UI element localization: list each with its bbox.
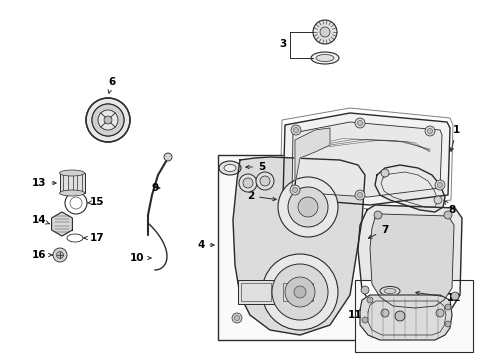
Text: 3: 3 (279, 39, 286, 49)
Circle shape (262, 254, 337, 330)
Bar (238, 280, 273, 304)
Polygon shape (52, 212, 72, 236)
Bar (280, 280, 315, 304)
Circle shape (278, 177, 337, 237)
Text: 15: 15 (87, 197, 104, 207)
Bar (218, 155, 379, 340)
Circle shape (104, 116, 112, 124)
Circle shape (293, 286, 305, 298)
Circle shape (443, 211, 451, 219)
Text: 7: 7 (367, 225, 387, 238)
Text: 17: 17 (84, 233, 104, 243)
Text: 10: 10 (130, 253, 151, 263)
Bar (283, 283, 312, 301)
Circle shape (450, 292, 458, 300)
Text: 9: 9 (152, 183, 160, 193)
Circle shape (243, 178, 252, 188)
Circle shape (361, 317, 367, 323)
Text: 13: 13 (32, 178, 56, 188)
Circle shape (92, 104, 124, 136)
Circle shape (444, 304, 450, 310)
Text: 16: 16 (32, 250, 52, 260)
Ellipse shape (224, 165, 236, 171)
Ellipse shape (315, 54, 333, 62)
Polygon shape (357, 205, 461, 318)
Text: 2: 2 (246, 191, 276, 201)
Circle shape (231, 313, 242, 323)
Circle shape (297, 197, 317, 217)
Circle shape (380, 169, 388, 177)
Circle shape (287, 187, 327, 227)
Circle shape (394, 311, 404, 321)
Circle shape (366, 297, 372, 303)
Circle shape (292, 188, 297, 193)
Text: 6: 6 (108, 77, 115, 93)
Circle shape (433, 196, 441, 204)
Circle shape (163, 153, 172, 161)
Circle shape (357, 193, 362, 198)
Polygon shape (232, 157, 364, 335)
Ellipse shape (219, 161, 241, 175)
Circle shape (444, 321, 450, 327)
Polygon shape (369, 214, 453, 308)
Ellipse shape (310, 52, 338, 64)
Circle shape (357, 121, 362, 126)
Circle shape (98, 110, 118, 130)
Circle shape (435, 309, 443, 317)
Circle shape (234, 315, 239, 320)
Circle shape (354, 190, 364, 200)
Circle shape (312, 20, 336, 44)
Text: 5: 5 (245, 162, 264, 172)
Circle shape (57, 252, 63, 258)
Bar (354, 280, 472, 352)
Polygon shape (283, 113, 449, 205)
Circle shape (53, 248, 67, 262)
Circle shape (271, 264, 327, 320)
Circle shape (354, 118, 364, 128)
Text: 4: 4 (197, 240, 214, 250)
Circle shape (289, 185, 299, 195)
Circle shape (427, 129, 431, 134)
Circle shape (424, 126, 434, 136)
Ellipse shape (60, 190, 84, 196)
Circle shape (434, 180, 444, 190)
Circle shape (319, 27, 329, 37)
Polygon shape (374, 165, 444, 212)
Ellipse shape (383, 288, 395, 293)
Circle shape (86, 98, 130, 142)
Bar (241, 283, 270, 301)
Polygon shape (294, 128, 329, 185)
Text: 12: 12 (415, 291, 461, 303)
Circle shape (239, 174, 257, 192)
Circle shape (285, 277, 314, 307)
Text: 11: 11 (347, 310, 362, 320)
Polygon shape (359, 295, 451, 340)
Circle shape (290, 125, 301, 135)
Text: 14: 14 (32, 215, 49, 225)
Text: 1: 1 (449, 125, 459, 151)
Circle shape (360, 286, 368, 294)
Bar (60, 173, 85, 193)
Circle shape (380, 309, 388, 317)
Text: 8: 8 (443, 200, 454, 215)
Ellipse shape (60, 170, 84, 176)
Circle shape (437, 183, 442, 188)
Circle shape (293, 127, 298, 132)
Circle shape (260, 176, 269, 186)
Polygon shape (291, 122, 441, 197)
Ellipse shape (379, 287, 399, 296)
Circle shape (373, 211, 381, 219)
Circle shape (256, 172, 273, 190)
